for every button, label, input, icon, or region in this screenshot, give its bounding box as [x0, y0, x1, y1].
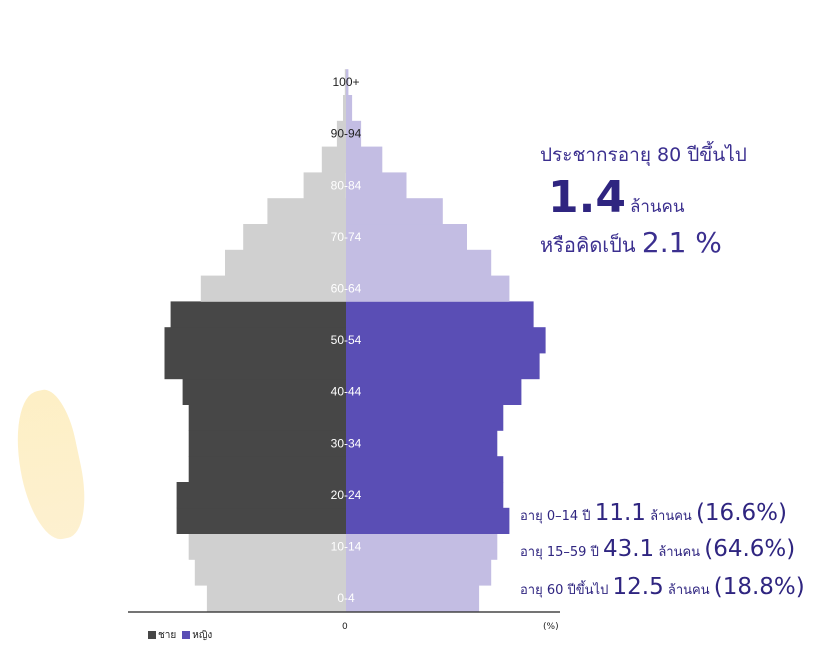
- bar-female-40-44: [346, 378, 522, 405]
- bar-male-5-9: [194, 559, 347, 586]
- bar-female-20-24: [346, 482, 504, 509]
- legend-swatch: [148, 631, 156, 639]
- bar-female-75-79: [346, 198, 443, 225]
- summary-prefix: อายุ 0–14 ปี: [520, 509, 591, 524]
- bar-male-80-84: [303, 172, 346, 199]
- bar-female-100+: [346, 69, 349, 96]
- bar-male-95-99: [343, 95, 346, 122]
- bar-female-45-49: [346, 353, 540, 380]
- age-labels-group: 0-4 10-14 20-24 30-34 40-44 50-54 60-64 70-74 80…: [331, 75, 362, 605]
- summary-prefix: อายุ 15–59 ปี: [520, 545, 599, 560]
- bar-male-50-54: [164, 327, 346, 354]
- legend-swatch: [182, 631, 191, 639]
- bar-male-30-34: [188, 430, 346, 457]
- bar-female-80-84: [346, 172, 407, 199]
- age-label-80-84: 80-84: [331, 178, 362, 192]
- summary-value: 12.5: [612, 574, 664, 600]
- bar-male-45-49: [164, 353, 346, 380]
- summary-prefix: อายุ 60 ปีขึ้นไป: [520, 583, 609, 598]
- summary-percent: (16.6%): [695, 500, 787, 526]
- age-label-90-94: 90-94: [331, 127, 362, 141]
- summary-row: อายุ 15–59 ปี 43.1 ล้านคน (64.6%): [520, 536, 795, 562]
- bar-male-20-24: [176, 482, 346, 509]
- bar-female-70-74: [346, 224, 467, 251]
- legend: ชาย หญิง: [148, 628, 212, 643]
- x-axis-center-label: 0: [342, 622, 348, 632]
- bar-female-65-69: [346, 249, 492, 276]
- legend-label: หญิง: [192, 630, 213, 641]
- summary-unit: ล้านคน: [650, 509, 692, 524]
- bar-female-50-54: [346, 327, 546, 354]
- bar-female-35-39: [346, 404, 504, 431]
- summary-row: อายุ 60 ปีขึ้นไป 12.5 ล้านคน (18.8%): [520, 574, 805, 600]
- annotation-title: ประชากรอายุ 80 ปีขึ้นไป: [540, 144, 747, 166]
- bar-female-60-64: [346, 275, 510, 302]
- bar-male-0-4: [206, 585, 346, 612]
- bar-male-85-89: [321, 146, 346, 173]
- age-label-60-64: 60-64: [331, 282, 362, 296]
- annotation-percent-value: 2.1 %: [641, 226, 722, 259]
- bars-group: [164, 69, 546, 612]
- annotation-value: 1.4: [548, 172, 626, 223]
- x-axis-unit-label: (%): [543, 622, 559, 632]
- bar-female-55-59: [346, 301, 534, 328]
- bar-male-10-14: [188, 533, 346, 560]
- bar-male-70-74: [243, 224, 346, 251]
- summary-unit: ล้านคน: [658, 545, 701, 560]
- bar-female-25-29: [346, 456, 504, 483]
- age-label-30-34: 30-34: [331, 436, 362, 450]
- bar-male-65-69: [225, 249, 346, 276]
- annotation-percent-prefix: หรือคิดเป็น: [540, 233, 636, 257]
- legend-label: ชาย: [158, 630, 177, 641]
- bar-female-10-14: [346, 533, 498, 560]
- bar-female-15-19: [346, 507, 510, 534]
- summary-percent: (18.8%): [713, 574, 805, 600]
- bar-male-75-79: [267, 198, 347, 225]
- age-label-0-4: 0-4: [337, 591, 355, 605]
- summary-value: 43.1: [602, 536, 655, 562]
- annotation-unit: ล้านคน: [629, 197, 685, 217]
- bar-male-35-39: [188, 404, 346, 431]
- annotation-percent: หรือคิดเป็น 2.1 %: [540, 226, 722, 261]
- annotation-big-value: 1.4 ล้านคน: [548, 172, 685, 223]
- bar-female-90-94: [346, 120, 362, 147]
- bar-male-40-44: [182, 378, 346, 405]
- age-label-50-54: 50-54: [331, 333, 362, 347]
- bar-female-95-99: [346, 95, 353, 122]
- bar-male-60-64: [200, 275, 346, 302]
- bar-male-25-29: [188, 456, 346, 483]
- bar-male-90-94: [336, 120, 346, 147]
- age-label-100+: 100+: [332, 75, 359, 89]
- bar-male-55-59: [170, 301, 346, 328]
- bar-male-100+: [344, 69, 346, 96]
- age-label-70-74: 70-74: [331, 230, 362, 244]
- age-label-10-14: 10-14: [331, 540, 362, 554]
- summary-percent: (64.6%): [704, 536, 796, 562]
- bar-male-15-19: [176, 507, 346, 534]
- age-label-20-24: 20-24: [331, 488, 362, 502]
- summary-row: อายุ 0–14 ปี 11.1 ล้านคน (16.6%): [520, 500, 787, 526]
- bar-female-5-9: [346, 559, 492, 586]
- bar-female-0-4: [346, 585, 480, 612]
- age-label-40-44: 40-44: [331, 385, 362, 399]
- legend-item-male: ชาย: [148, 628, 176, 643]
- bar-female-30-34: [346, 430, 498, 457]
- bar-female-85-89: [346, 146, 383, 173]
- summary-value: 11.1: [594, 500, 646, 526]
- summary-unit: ล้านคน: [667, 583, 710, 598]
- legend-item-female: หญิง: [182, 628, 212, 643]
